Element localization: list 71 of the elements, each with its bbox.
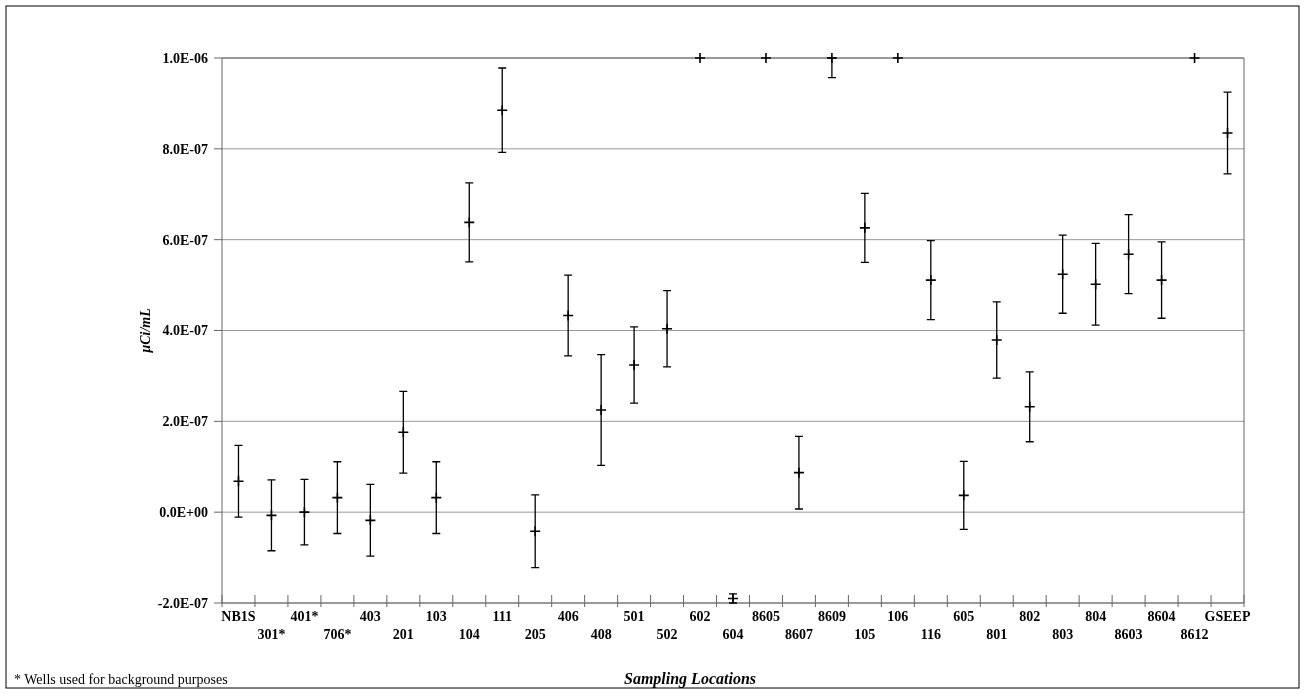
point — [265, 509, 278, 522]
x-tick-label: 301* — [257, 627, 286, 642]
point — [1122, 248, 1135, 260]
point — [430, 491, 443, 504]
x-tick-label: 803 — [1052, 627, 1074, 642]
x-tick-label: 201 — [392, 627, 414, 642]
text: * Wells used for background purposes — [14, 672, 228, 687]
x-tick-label: 801 — [986, 627, 1008, 642]
x-tick-label: 501 — [623, 609, 645, 624]
point — [232, 475, 245, 488]
point — [1089, 278, 1102, 290]
point — [1188, 52, 1201, 64]
x-tick-label: 8605 — [751, 609, 780, 624]
x-tick-label: 605 — [953, 609, 975, 624]
x-tick-label: 8603 — [1114, 627, 1143, 642]
y-tick-label: 1.0E-06 — [162, 50, 208, 66]
point — [331, 491, 344, 504]
point — [562, 309, 574, 322]
x-tick-label: 408 — [590, 627, 612, 642]
x-tick-label: 8604 — [1147, 609, 1176, 624]
point — [496, 104, 509, 117]
x-axis-title: Sampling Locations — [623, 670, 757, 688]
point — [990, 334, 1003, 346]
x-tick-label: 403 — [359, 609, 381, 624]
x-tick-label: 406 — [557, 609, 579, 624]
x-tick-label: 8612 — [1180, 627, 1209, 642]
y-tick-label: 6.0E-07 — [162, 232, 208, 248]
x-tick-label: 104 — [458, 627, 480, 642]
x-tick-label: 205 — [524, 627, 546, 642]
point — [892, 52, 904, 64]
x-tick-label: 8609 — [817, 609, 846, 624]
point — [628, 359, 640, 371]
point — [760, 52, 772, 64]
y-tick-label: 8.0E-07 — [162, 141, 208, 157]
point — [298, 506, 311, 518]
x-tick-label: 802 — [1019, 609, 1041, 624]
x-tick-label: 103 — [425, 609, 447, 624]
point — [925, 274, 937, 286]
x-tick-label: 502 — [656, 627, 678, 642]
y-tick-label: 0.0E+00 — [159, 505, 208, 521]
y-tick-label: -2.0E-07 — [157, 595, 208, 611]
point — [364, 514, 377, 527]
point — [397, 426, 410, 439]
point — [859, 222, 871, 234]
x-tick-label: GSEEP — [1204, 609, 1251, 624]
point — [595, 404, 607, 416]
point — [1023, 401, 1036, 413]
x-tick-label: 804 — [1085, 609, 1107, 624]
point — [1155, 274, 1168, 286]
x-tick-label: 401* — [290, 609, 319, 624]
x-tick-label: 105 — [854, 627, 876, 642]
point — [1056, 268, 1069, 280]
point — [694, 52, 706, 64]
y-tick-label: 4.0E-07 — [162, 323, 208, 339]
x-tick-label: NB1S — [221, 609, 256, 624]
point — [1221, 127, 1234, 139]
x-tick-label: 706* — [323, 627, 352, 642]
x-tick-label: 602 — [689, 609, 711, 624]
point — [661, 322, 673, 335]
point — [957, 489, 970, 502]
x-tick-label: 116 — [920, 627, 941, 642]
y-tick-label: 2.0E-07 — [162, 414, 208, 430]
x-tick-label: 8607 — [784, 627, 813, 642]
point — [463, 216, 476, 229]
x-tick-label: 106 — [887, 609, 909, 624]
point — [793, 466, 805, 479]
x-tick-label: 111 — [492, 609, 512, 624]
x-tick-label: 604 — [722, 627, 744, 642]
y-axis-title: µCi/mL — [138, 308, 153, 354]
point — [529, 525, 541, 538]
point — [826, 52, 838, 64]
